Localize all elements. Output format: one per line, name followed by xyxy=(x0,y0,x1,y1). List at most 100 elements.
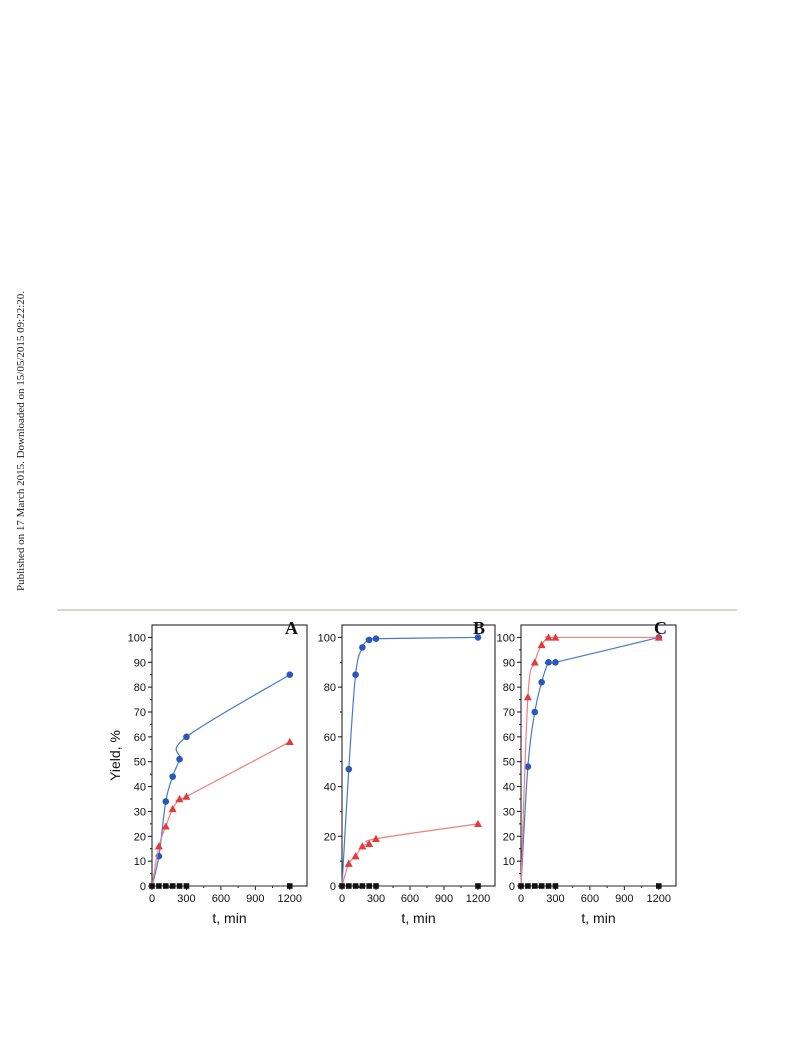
y-tick-label: 100 xyxy=(128,632,146,644)
x-tick-label: 0 xyxy=(518,893,524,905)
series-line-blue xyxy=(520,636,659,887)
chart-panel-a: 0 10 20 30 40 50 60 70 80 90 100 0 300 600 900 1200 t, m… xyxy=(107,618,308,926)
data-point-blue xyxy=(286,671,294,679)
y-tick-label: 80 xyxy=(503,682,515,694)
data-point-black xyxy=(373,883,379,889)
y-tick-label: 60 xyxy=(324,732,336,744)
y-tick-label: 100 xyxy=(318,632,336,644)
x-tick-label: 900 xyxy=(435,893,453,905)
y-tick-label: 80 xyxy=(324,682,336,694)
data-point-black xyxy=(286,883,293,889)
data-point-black xyxy=(518,883,524,889)
data-point-blue xyxy=(345,765,353,773)
x-axis-title: t, min xyxy=(401,910,435,926)
x-axis-title: t, min xyxy=(581,910,615,926)
data-point-red xyxy=(344,859,353,867)
data-point-blue xyxy=(365,636,373,644)
y-tick-label: 80 xyxy=(134,682,146,694)
data-point-red xyxy=(358,842,367,850)
data-point-blue xyxy=(552,658,559,666)
y-tick-label: 40 xyxy=(503,782,515,794)
data-point-red xyxy=(168,804,177,813)
data-point-blue xyxy=(359,644,366,651)
data-point-red xyxy=(285,737,294,746)
y-tick-label: 0 xyxy=(140,881,146,893)
y-tick-label: 20 xyxy=(324,831,336,843)
divider-line xyxy=(57,609,737,611)
data-point-blue xyxy=(372,635,380,642)
y-tick-label: 10 xyxy=(503,856,515,868)
data-point-red xyxy=(530,658,539,666)
data-point-black xyxy=(531,883,538,889)
data-point-black xyxy=(359,883,366,889)
data-point-red xyxy=(175,795,184,803)
data-point-red xyxy=(537,640,546,649)
data-point-black xyxy=(162,883,169,889)
y-tick-label: 50 xyxy=(134,757,146,769)
data-point-red xyxy=(182,792,191,800)
y-tick-label: 60 xyxy=(503,732,515,744)
data-point-black xyxy=(552,883,559,889)
data-point-red xyxy=(544,633,553,641)
data-point-black xyxy=(176,883,183,889)
data-point-black xyxy=(545,883,552,889)
y-tick-label: 60 xyxy=(134,732,146,744)
x-axis-title: t, min xyxy=(212,910,246,926)
plot-frame xyxy=(151,624,308,887)
data-point-red xyxy=(372,834,380,842)
y-tick-label: 100 xyxy=(497,632,515,644)
data-point-black xyxy=(169,883,176,889)
data-point-black xyxy=(366,883,372,889)
y-tick-label: 20 xyxy=(503,831,515,843)
data-point-red xyxy=(551,633,560,641)
series-line-blue xyxy=(151,674,291,887)
data-point-red xyxy=(474,819,482,828)
x-tick-label: 1200 xyxy=(278,893,302,905)
data-point-blue xyxy=(352,671,359,679)
data-point-blue xyxy=(474,634,482,641)
data-point-black xyxy=(475,883,481,889)
y-tick-label: 50 xyxy=(503,757,515,769)
chart-panel-b: 0 20 40 60 80 100 0 300 600 900 1200 t, min B xyxy=(318,618,496,926)
series-line-red xyxy=(341,823,479,887)
panel-label: A xyxy=(285,618,298,638)
x-tick-label: 300 xyxy=(367,893,385,905)
data-point-red xyxy=(154,842,163,850)
x-tick-label: 900 xyxy=(246,893,264,905)
data-point-blue xyxy=(545,658,552,666)
y-tick-label: 40 xyxy=(324,782,336,794)
y-tick-label: 40 xyxy=(134,782,146,794)
data-point-black xyxy=(339,883,345,889)
plot-frame xyxy=(520,624,677,887)
x-tick-label: 900 xyxy=(615,893,633,905)
y-tick-label: 90 xyxy=(134,657,146,669)
data-point-blue xyxy=(183,733,190,741)
series-line-red xyxy=(520,636,659,887)
y-tick-label: 70 xyxy=(503,707,515,719)
x-tick-label: 1200 xyxy=(466,893,490,905)
y-tick-label: 10 xyxy=(134,856,146,868)
x-tick-label: 300 xyxy=(546,893,564,905)
data-point-black xyxy=(149,883,155,889)
y-tick-label: 30 xyxy=(134,806,146,818)
x-tick-label: 1200 xyxy=(647,893,671,905)
x-tick-label: 0 xyxy=(149,893,155,905)
data-point-red xyxy=(654,633,663,641)
x-tick-label: 600 xyxy=(212,893,230,905)
y-tick-label: 70 xyxy=(134,707,146,719)
data-point-blue xyxy=(524,763,532,770)
data-point-black xyxy=(346,883,352,889)
y-tick-label: 0 xyxy=(330,881,336,893)
panel-label: C xyxy=(654,618,667,638)
x-tick-label: 300 xyxy=(177,893,195,905)
data-point-red xyxy=(523,693,532,701)
x-tick-label: 0 xyxy=(339,893,345,905)
series-line-red xyxy=(151,741,291,887)
data-point-red xyxy=(161,822,170,830)
data-point-black xyxy=(655,883,662,889)
panel-label: B xyxy=(473,618,485,638)
y-tick-label: 0 xyxy=(509,881,515,893)
data-point-blue xyxy=(169,773,176,780)
y-tick-label: 90 xyxy=(503,657,515,669)
